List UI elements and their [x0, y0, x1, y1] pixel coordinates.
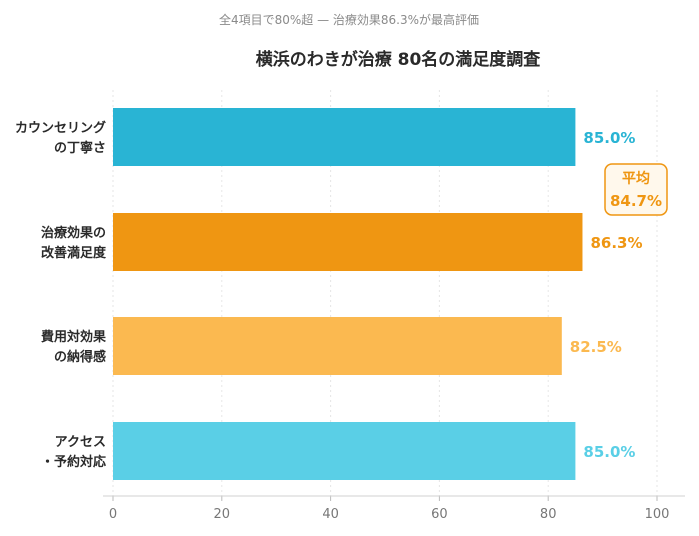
x-tick-label: 100 [645, 507, 670, 522]
bar [113, 108, 576, 166]
chart-title: 横浜のわきが治療 80名の満足度調査 [256, 49, 542, 70]
average-badge: 平均 84.7% [604, 163, 668, 216]
chart-subtitle: 全4項目で80%超 — 治療効果86.3%が最高評価 [219, 12, 479, 27]
value-labels: 85.0% 86.3% 82.5% 85.0% [570, 129, 643, 461]
bar [113, 213, 583, 271]
category-label: の納得感 [54, 349, 106, 365]
value-label: 85.0% [583, 129, 635, 147]
average-value: 84.7% [610, 192, 662, 210]
x-tick-label: 80 [540, 507, 557, 522]
bar [113, 317, 562, 375]
average-badge-box [604, 163, 668, 216]
x-tick-label: 0 [109, 507, 117, 522]
category-label: ・予約対応 [41, 454, 106, 470]
bars [113, 108, 583, 480]
bar [113, 422, 576, 480]
value-label: 82.5% [570, 338, 622, 356]
category-label: 費用対効果 [41, 329, 106, 345]
category-label: 治療効果の [41, 225, 106, 241]
average-label: 平均 [622, 170, 650, 187]
value-label: 85.0% [583, 443, 635, 461]
x-tick-label: 40 [322, 507, 339, 522]
x-tick-label: 20 [214, 507, 231, 522]
x-tick-label: 60 [431, 507, 448, 522]
value-label: 86.3% [590, 234, 642, 252]
x-axis: 0 20 40 60 80 100 [103, 495, 685, 522]
category-label: 改善満足度 [41, 245, 107, 261]
category-label: の丁寧さ [54, 140, 106, 156]
category-label: アクセス [55, 435, 106, 450]
category-label: カウンセリング [15, 120, 106, 136]
